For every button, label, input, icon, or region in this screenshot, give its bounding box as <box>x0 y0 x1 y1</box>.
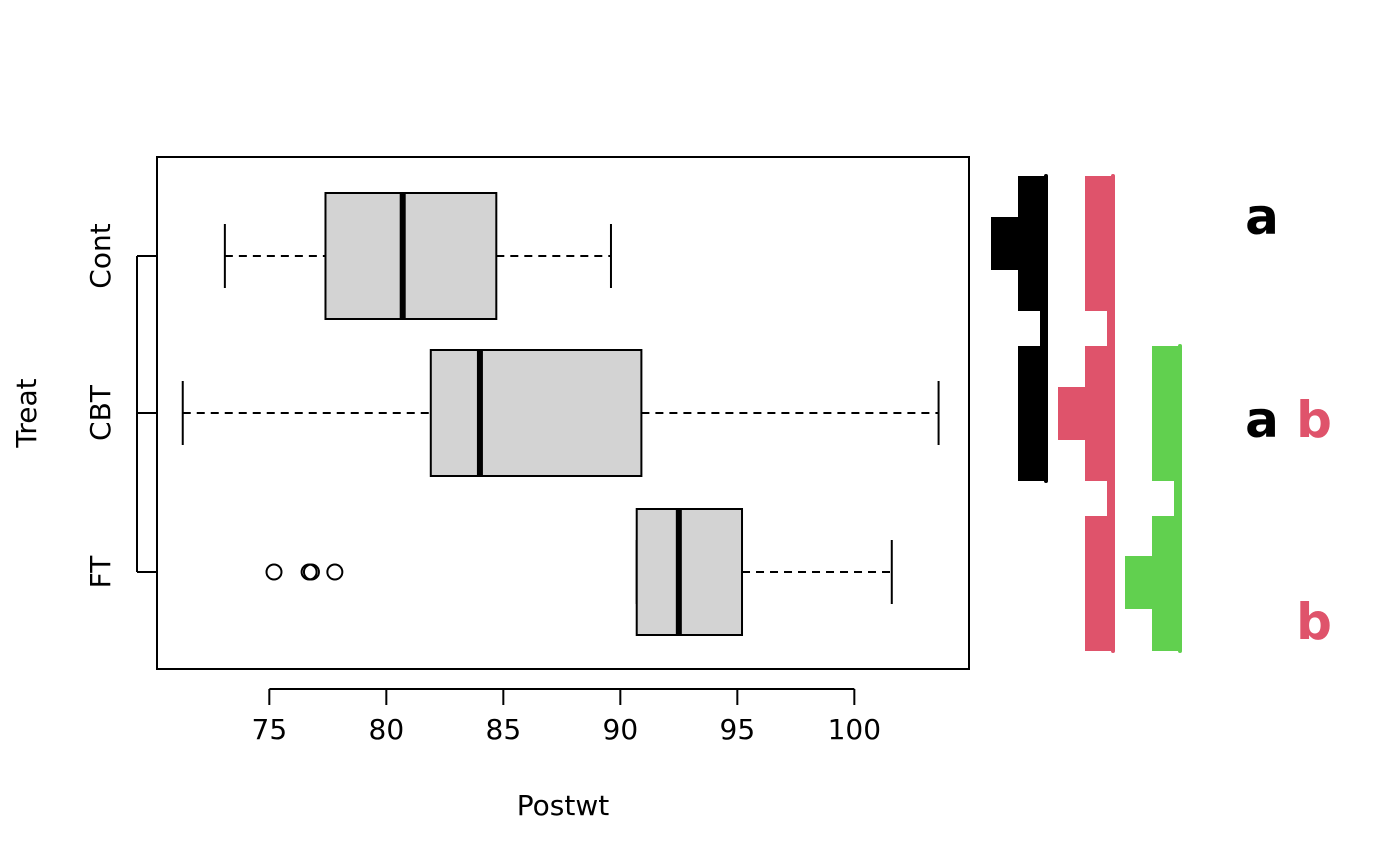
letter-bar-connector <box>1174 346 1180 651</box>
x-tick-label: 90 <box>603 713 639 746</box>
outlier-point <box>265 563 283 581</box>
x-axis-label: Postwt <box>517 789 609 822</box>
letter-bar-b-green <box>1125 344 1182 653</box>
y-axis: Cont CBT FT <box>84 223 157 588</box>
y-tick-label: Cont <box>84 223 117 288</box>
group-letters: aa bb <box>1245 188 1332 651</box>
letter-bar-bump <box>991 217 1018 270</box>
x-tick-label: 75 <box>252 713 288 746</box>
y-tick-label: CBT <box>84 384 117 441</box>
box-iqr <box>429 349 643 477</box>
x-tick-label: 100 <box>828 713 881 746</box>
letter-bar-connector <box>1107 176 1113 651</box>
letter-bar-bump <box>1058 387 1085 440</box>
x-axis: 75 80 85 90 95 100 <box>252 688 881 746</box>
boxes-layer <box>181 192 940 636</box>
group-letter-b: b <box>1296 593 1332 651</box>
letter-bar-a <box>991 174 1048 483</box>
x-tick-label: 85 <box>486 713 522 746</box>
box-iqr <box>324 192 498 320</box>
y-axis-label: Treat <box>10 378 43 448</box>
letter-bar-bump <box>1125 556 1152 609</box>
letter-bar-b-red <box>1058 174 1115 653</box>
x-tick-label: 80 <box>369 713 405 746</box>
group-letter-a: a <box>1245 188 1279 246</box>
box-group-cont <box>223 192 612 320</box>
box-group-cbt <box>181 349 940 477</box>
group-letter-a: a <box>1245 391 1279 449</box>
outlier-point <box>326 563 344 581</box>
letter-bar-connector <box>1040 176 1046 481</box>
outlier-point <box>302 563 320 581</box>
box-group-ft <box>265 508 893 636</box>
box-iqr <box>635 508 744 636</box>
x-tick-label: 95 <box>720 713 756 746</box>
letter-display-bars <box>991 174 1182 653</box>
group-letter-b: b <box>1296 391 1332 449</box>
y-tick-label: FT <box>84 555 117 589</box>
